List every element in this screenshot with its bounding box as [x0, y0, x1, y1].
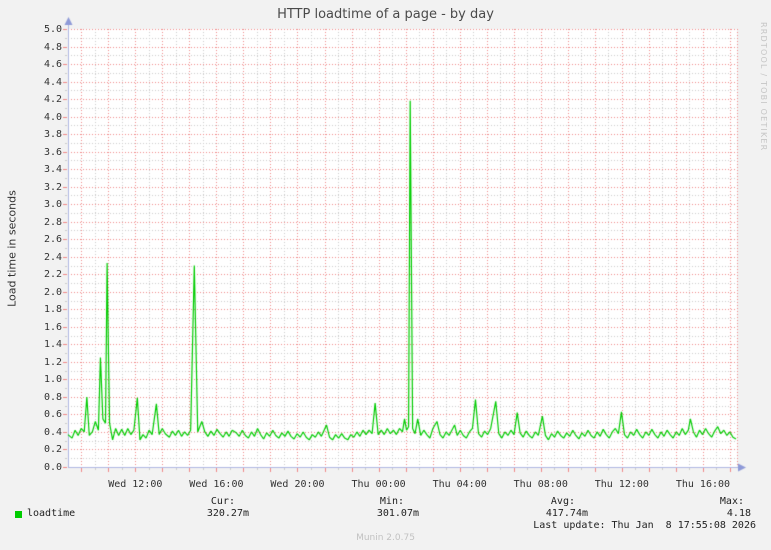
loadtime-color-swatch — [15, 511, 22, 518]
y-tick-label: 4.0 — [43, 111, 62, 123]
y-tick-label: 1.6 — [43, 321, 62, 333]
x-tick-label: Thu 04:00 — [432, 479, 487, 490]
y-tick-label: 3.2 — [43, 181, 62, 193]
y-tick-label: 2.6 — [43, 234, 62, 246]
y-tick-label: 4.8 — [43, 41, 62, 53]
legend-series-label: loadtime — [27, 508, 76, 519]
y-tick-label: 2.8 — [43, 216, 62, 228]
x-tick-label: Thu 16:00 — [675, 479, 731, 490]
stat-value-cur: 320.27m — [206, 508, 249, 519]
munin-version-footer: Munin 2.0.75 — [356, 533, 415, 543]
last-update-text: Last update: Thu Jan 8 17:55:08 2026 — [533, 520, 756, 531]
y-tick-label: 0.2 — [43, 444, 62, 456]
y-tick-label: 4.4 — [43, 76, 62, 88]
y-axis-title: Load time in seconds — [5, 190, 19, 307]
y-tick-label: 4.2 — [43, 94, 62, 106]
y-tick-label: 1.2 — [43, 356, 62, 368]
stat-header-max: Max: — [719, 496, 744, 507]
y-tick-label: 3.8 — [43, 129, 62, 141]
y-tick-label: 3.4 — [43, 164, 62, 176]
y-tick-label: 3.6 — [43, 146, 62, 158]
y-tick-label: 1.4 — [43, 339, 62, 351]
x-tick-label: Wed 16:00 — [189, 479, 244, 490]
chart-title: HTTP loadtime of a page - by day — [277, 7, 494, 22]
stat-header-avg: Avg: — [550, 496, 575, 507]
x-tick-label: Thu 00:00 — [351, 479, 406, 490]
y-tick-label: 2.0 — [43, 286, 62, 298]
stat-value-avg: 417.74m — [545, 508, 588, 519]
y-tick-label: 0.8 — [43, 391, 62, 403]
stat-header-cur: Cur: — [210, 496, 235, 507]
y-tick-label: 2.4 — [43, 251, 62, 263]
y-tick-label: 1.8 — [43, 304, 62, 316]
x-tick-label: Thu 08:00 — [513, 479, 568, 490]
y-tick-label: 0.4 — [43, 426, 62, 438]
y-tick-label: 1.0 — [43, 374, 62, 386]
stat-value-min: 301.07m — [376, 508, 419, 519]
y-tick-label: 2.2 — [43, 269, 62, 281]
x-tick-label: Wed 12:00 — [108, 479, 163, 490]
y-tick-label: 3.0 — [43, 199, 62, 211]
y-tick-label: 0.6 — [43, 409, 62, 421]
x-tick-label: Thu 12:00 — [594, 479, 649, 490]
y-tick-label: 0.0 — [43, 462, 62, 473]
stat-header-min: Min: — [379, 496, 404, 507]
rrdtool-watermark: RRDTOOL / TOBI OETIKER — [759, 22, 768, 152]
y-tick-label: 4.6 — [43, 59, 62, 71]
x-tick-label: Wed 20:00 — [270, 479, 325, 490]
y-tick-label: 5.0 — [43, 24, 62, 35]
stat-value-max: 4.18 — [726, 508, 751, 519]
